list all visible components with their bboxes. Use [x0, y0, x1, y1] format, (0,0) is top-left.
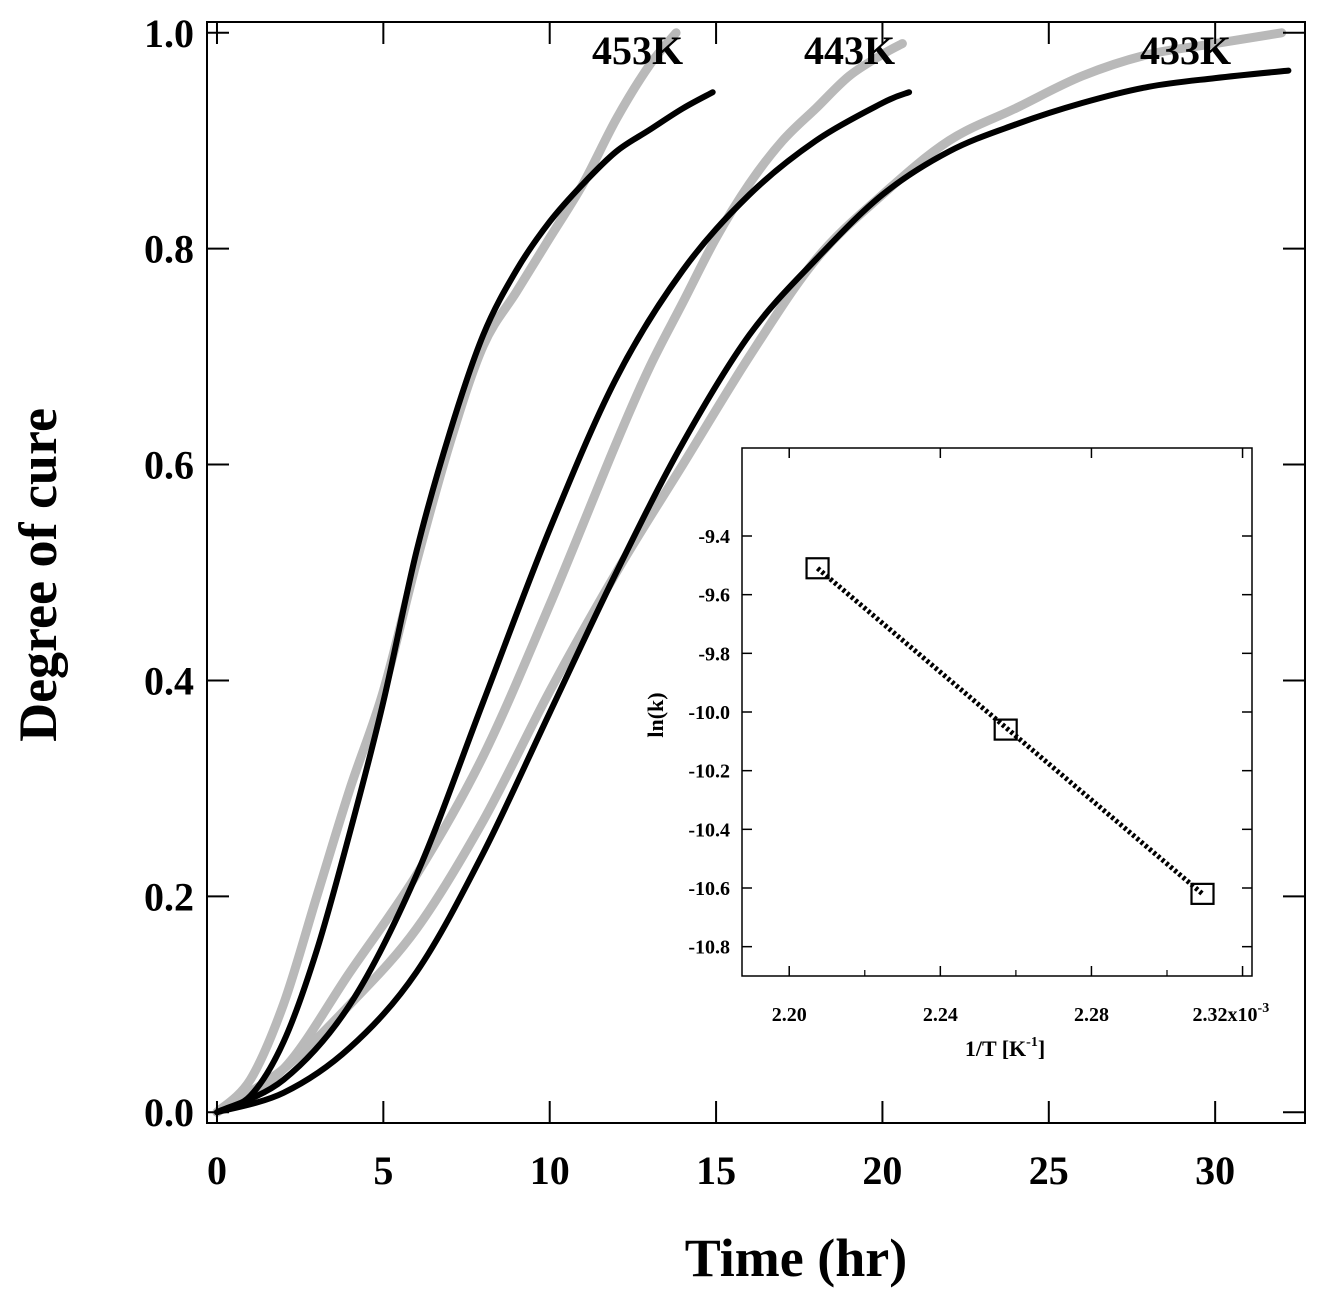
inset-y-tick-labels: -9.4 -9.6 -9.8 -10.0 -10.2 -10.4 -10.6 -10.8	[688, 526, 730, 959]
inset-y-tick-label: -9.8	[698, 643, 730, 665]
inset-y-tick-label: -9.6	[698, 585, 730, 607]
curve-label-443k: 443K	[804, 28, 895, 73]
main-plot-frame	[206, 21, 1306, 1124]
series-line-433k-experimental	[212, 28, 1287, 1117]
main-x-tick-label: 30	[1195, 1148, 1235, 1193]
inset-x-axis-title-main: 1/T [K	[965, 1036, 1026, 1061]
inset-fit-line	[815, 566, 1205, 896]
inset-marks	[805, 557, 1215, 905]
series-line-433k-model	[214, 67, 1292, 1116]
inset-y-tick-label: -10.0	[688, 702, 730, 724]
inset-x-tick-labels: 2.20 2.24 2.28 2.32x10-3	[772, 1001, 1270, 1026]
inset-x-tick-label: 2.24	[923, 1004, 958, 1026]
inset-x-tick-label-base: 2.32x10	[1193, 1004, 1258, 1026]
main-x-tick-label: 25	[1029, 1148, 1069, 1193]
main-x-tick-label: 10	[530, 1148, 570, 1193]
main-x-tick-labels: 0 5 10 15 20 25 30	[207, 1148, 1235, 1193]
curve-label-433k: 433K	[1140, 28, 1231, 73]
inset-background	[741, 447, 1253, 977]
series-line-453k-model	[214, 89, 716, 1116]
inset-x-tick-label: 2.32x10-3	[1193, 1001, 1270, 1026]
inset-chart: -9.4 -9.6 -9.8 -10.0 -10.2 -10.4 -10.6 -10.8 2.…	[643, 447, 1270, 1061]
inset-y-axis-title: ln(k)	[643, 692, 668, 737]
inset-ticks	[742, 448, 1252, 976]
main-x-tick-label: 5	[373, 1148, 393, 1193]
main-x-tick-label: 20	[862, 1148, 902, 1193]
inset-y-tick-label: -10.6	[688, 878, 730, 900]
main-y-axis-title: Degree of cure	[8, 408, 68, 742]
main-y-tick-label: 1.0	[144, 11, 194, 56]
inset-data-point	[805, 557, 830, 580]
inset-x-tick-label: 2.20	[772, 1004, 807, 1026]
inset-y-tick-label: -9.4	[698, 526, 730, 548]
main-y-tick-label: 0.6	[144, 443, 194, 488]
main-y-tick-label: 0.0	[144, 1090, 194, 1135]
main-chart: 0 5 10 15 20 25 30 0.0 0.2 0.4 0.6 0.8 1.0 Time (hr…	[8, 11, 1306, 1288]
series-line-453k-experimental	[212, 28, 681, 1117]
inset-data-point	[993, 718, 1018, 741]
inset-y-tick-label: -10.2	[688, 761, 730, 783]
inset-x-tick-label: 2.28	[1074, 1004, 1109, 1026]
main-y-tick-label: 0.4	[144, 658, 194, 703]
inset-y-tick-label: -10.4	[688, 819, 730, 841]
main-ticks	[207, 22, 1305, 1123]
series-line-443k-experimental	[212, 39, 907, 1117]
inset-x-axis-title: 1/T [K-1]	[965, 1035, 1045, 1061]
inset-x-axis-title-sup: -1	[1026, 1035, 1038, 1050]
main-x-tick-label: 15	[696, 1148, 736, 1193]
inset-x-tick-label-exponent: -3	[1258, 1001, 1270, 1016]
main-y-tick-labels: 0.0 0.2 0.4 0.6 0.8 1.0	[144, 11, 194, 1135]
inset-x-axis-title-end: ]	[1038, 1036, 1045, 1061]
main-curves	[212, 28, 1292, 1117]
series-line-443k-model	[214, 89, 913, 1116]
main-y-tick-label: 0.2	[144, 874, 194, 919]
main-x-axis-title: Time (hr)	[685, 1228, 907, 1288]
inset-data-point	[1190, 882, 1215, 905]
curve-label-453k: 453K	[592, 28, 683, 73]
main-y-tick-label: 0.8	[144, 227, 194, 272]
inset-y-tick-label: -10.8	[688, 937, 730, 959]
main-x-tick-label: 0	[207, 1148, 227, 1193]
